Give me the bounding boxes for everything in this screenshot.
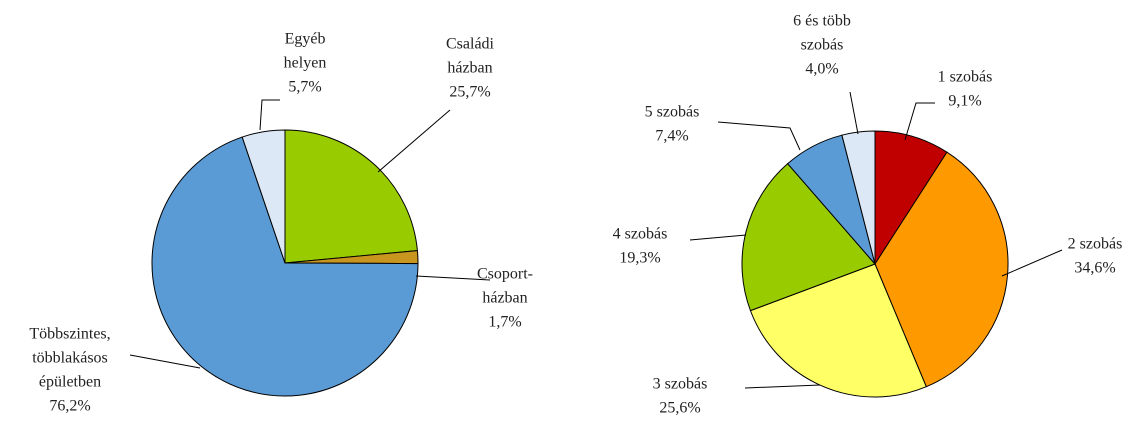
leader-line <box>415 275 491 281</box>
pie-slice <box>874 151 1009 388</box>
leader-line <box>904 102 935 141</box>
value-label: 25,6% <box>659 400 700 417</box>
leader-line <box>1001 249 1063 277</box>
slice-label: Többszintes, <box>29 326 110 343</box>
slice-label: Egyéb <box>285 31 326 48</box>
slice-label: házban <box>482 290 527 307</box>
value-label: 25,7% <box>449 84 490 101</box>
slice-label: 6 és több <box>793 13 851 30</box>
value-label: 19,3% <box>619 250 660 267</box>
value-label: 4,0% <box>805 61 838 78</box>
slice-label: Családi <box>446 36 495 53</box>
slice-label: 4 szobás <box>613 226 668 243</box>
value-label: 34,6% <box>1074 260 1115 277</box>
pie-slice <box>284 129 418 264</box>
value-label: 5,7% <box>288 79 321 96</box>
leader-line <box>744 384 821 389</box>
leader-line <box>129 354 201 369</box>
slice-label: Csoport- <box>477 266 533 283</box>
slice-label: épületben <box>39 374 101 391</box>
pie-slice <box>151 136 419 397</box>
slice-label: 3 szobás <box>653 376 708 393</box>
value-label: 1,7% <box>488 314 521 331</box>
leader-line <box>377 109 451 173</box>
value-label: 7,4% <box>655 128 688 145</box>
pie-slice <box>241 129 286 264</box>
slice-label: 2 szobás <box>1068 236 1123 253</box>
pie-slice <box>841 130 876 265</box>
leader-line <box>689 234 747 241</box>
slice-label: 1 szobás <box>938 69 993 86</box>
leader-line <box>849 91 859 135</box>
value-label: 76,2% <box>49 398 90 415</box>
slice-label: házban <box>447 60 492 77</box>
value-label: 9,1% <box>948 93 981 110</box>
slice-label: többlakásos <box>32 350 108 367</box>
slice-label: 5 szobás <box>645 104 700 121</box>
pie-slice <box>741 162 876 312</box>
slice-label: helyen <box>284 55 327 72</box>
pie-slice <box>749 263 927 398</box>
leader-line <box>259 99 280 131</box>
leader-line <box>717 121 801 151</box>
slice-label: szobás <box>801 37 844 54</box>
